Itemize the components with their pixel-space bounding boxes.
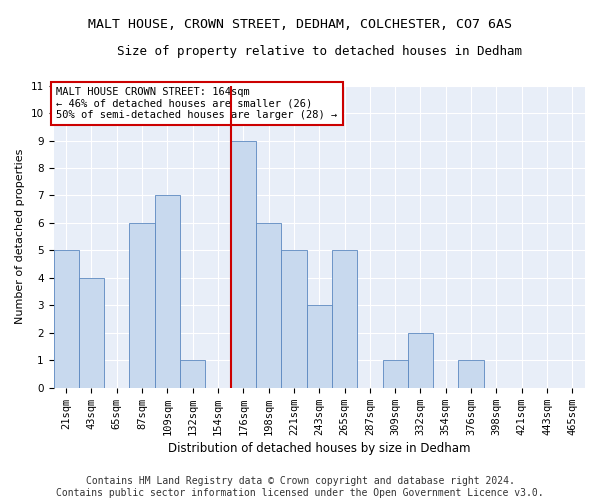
Bar xyxy=(307,306,332,388)
Text: Contains HM Land Registry data © Crown copyright and database right 2024.
Contai: Contains HM Land Registry data © Crown c… xyxy=(56,476,544,498)
Bar xyxy=(383,360,408,388)
Bar xyxy=(332,250,357,388)
Bar xyxy=(281,250,307,388)
Bar xyxy=(130,223,155,388)
Bar xyxy=(155,196,180,388)
Bar xyxy=(458,360,484,388)
Bar xyxy=(79,278,104,388)
X-axis label: Distribution of detached houses by size in Dedham: Distribution of detached houses by size … xyxy=(168,442,470,455)
Bar xyxy=(230,140,256,388)
Text: MALT HOUSE, CROWN STREET, DEDHAM, COLCHESTER, CO7 6AS: MALT HOUSE, CROWN STREET, DEDHAM, COLCHE… xyxy=(88,18,512,30)
Y-axis label: Number of detached properties: Number of detached properties xyxy=(15,149,25,324)
Title: Size of property relative to detached houses in Dedham: Size of property relative to detached ho… xyxy=(117,45,522,58)
Bar xyxy=(256,223,281,388)
Bar xyxy=(408,333,433,388)
Bar xyxy=(53,250,79,388)
Bar xyxy=(180,360,205,388)
Text: MALT HOUSE CROWN STREET: 164sqm
← 46% of detached houses are smaller (26)
50% of: MALT HOUSE CROWN STREET: 164sqm ← 46% of… xyxy=(56,87,337,120)
